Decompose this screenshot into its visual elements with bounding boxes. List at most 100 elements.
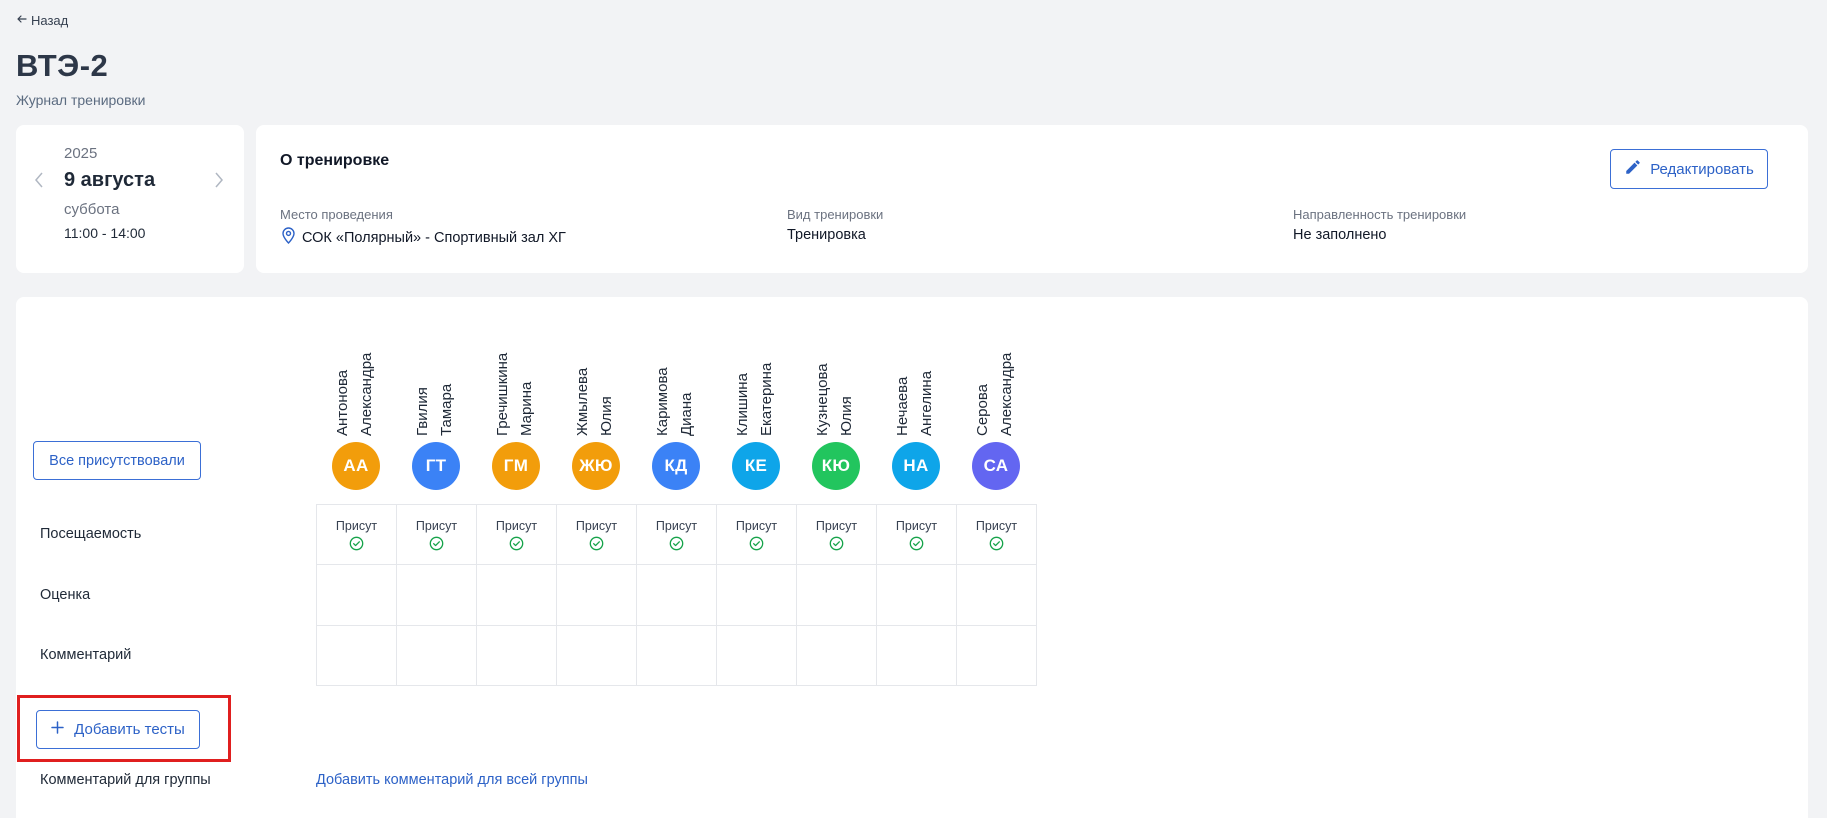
check-circle-icon [349,536,364,550]
avatar[interactable]: КЕ [732,442,780,490]
comment-cell[interactable] [957,626,1037,686]
chevron-left-icon [35,172,43,188]
venue-value: СОК «Полярный» - Спортивный зал ХГ [281,227,566,248]
attendance-cell[interactable]: Присут [317,505,397,565]
avatar[interactable]: ГТ [412,442,460,490]
athlete-name: Клишина Екатерина [716,336,796,436]
page-title: ВТЭ-2 [16,48,109,83]
grade-cell[interactable] [397,565,477,626]
date-card [16,125,244,273]
attendance-cell[interactable]: Присут [477,505,557,565]
edit-button[interactable]: Редактировать [1610,149,1768,189]
all-present-button[interactable]: Все присутствовали [33,441,201,480]
location-pin-icon [281,227,296,248]
athlete-last-name: Нечаева [894,376,911,436]
date-year: 2025 [64,145,98,162]
grade-cell[interactable] [317,565,397,626]
comment-cell[interactable] [557,626,637,686]
training-focus-label: Направленность тренировки [1293,207,1467,222]
athlete-name: Кузнецова Юлия [796,336,876,436]
check-circle-icon [829,536,844,550]
venue-label: Место проведения [280,207,393,222]
avatar[interactable]: СА [972,442,1020,490]
check-circle-icon [429,536,444,550]
training-focus-value: Не заполнено [1293,227,1387,243]
check-circle-icon [989,536,1004,550]
prev-date-button[interactable] [34,172,44,192]
attendance-cell[interactable]: Присут [877,505,957,565]
athlete-name: Жмылева Юлия [556,336,636,436]
attendance-status: Присут [335,518,378,533]
athlete-first-name: Тамара [438,383,455,436]
avatar[interactable]: НА [892,442,940,490]
attendance-status: Присут [575,518,618,533]
avatar[interactable]: ГМ [492,442,540,490]
avatar[interactable]: АА [332,442,380,490]
grade-cell[interactable] [957,565,1037,626]
comment-cell[interactable] [397,626,477,686]
date-weekday: суббота [64,201,120,218]
back-link[interactable]: Назад [16,13,68,28]
grade-cell[interactable] [797,565,877,626]
attendance-status: Присут [815,518,858,533]
training-type-label: Вид тренировки [787,207,884,222]
check-circle-icon [669,536,684,550]
attendance-cell[interactable]: Присут [797,505,877,565]
grade-cell[interactable] [557,565,637,626]
attendance-cell[interactable]: Присут [637,505,717,565]
training-info-title: О тренировке [280,152,390,169]
arrow-left-icon [16,13,28,28]
add-group-comment-link[interactable]: Добавить комментарий для всей группы [316,772,588,788]
athlete-name: Нечаева Ангелина [876,336,956,436]
athlete-last-name: Антонова [334,369,351,436]
attendance-status: Присут [655,518,698,533]
athlete-name: Гвилия Тамара [396,336,476,436]
grade-cell[interactable] [877,565,957,626]
comment-cell[interactable] [877,626,957,686]
athlete-last-name: Жмылева [574,367,591,436]
next-date-button[interactable] [214,172,224,192]
check-circle-icon [509,536,524,550]
attendance-status: Присут [415,518,458,533]
grade-cell[interactable] [717,565,797,626]
attendance-cell[interactable]: Присут [957,505,1037,565]
attendance-cell[interactable]: Присут [397,505,477,565]
grade-cell[interactable] [477,565,557,626]
attendance-cell[interactable]: Присут [557,505,637,565]
venue-text: СОК «Полярный» - Спортивный зал ХГ [302,229,566,246]
athlete-last-name: Клишина [734,373,751,436]
training-type-value: Тренировка [787,227,866,243]
athlete-first-name: Юлия [598,396,615,436]
attendance-cell[interactable]: Присут [717,505,797,565]
pencil-icon [1624,158,1642,180]
attendance-status: Присут [735,518,778,533]
athlete-last-name: Кузнецова [814,363,831,436]
page-subtitle: Журнал тренировки [16,92,146,108]
comment-cell[interactable] [317,626,397,686]
comment-cell[interactable] [477,626,557,686]
athlete-name: Антонова Александра [316,336,396,436]
athlete-last-name: Гвилия [414,387,431,436]
comment-cell[interactable] [797,626,877,686]
comment-cell[interactable] [717,626,797,686]
grade-cell[interactable] [637,565,717,626]
date-day: 9 августа [64,169,156,191]
avatar[interactable]: КЮ [812,442,860,490]
athlete-name: Гречишкина Марина [476,336,556,436]
athlete-first-name: Юлия [838,396,855,436]
check-circle-icon [749,536,764,550]
athlete-name: Серова Александра [956,336,1036,436]
comment-cell[interactable] [637,626,717,686]
athlete-last-name: Серова [974,383,991,436]
avatar[interactable]: ЖЮ [572,442,620,490]
add-tests-button[interactable]: Добавить тесты [36,710,200,749]
check-circle-icon [589,536,604,550]
highlight-box [17,695,231,762]
avatar[interactable]: КД [652,442,700,490]
athlete-name: Каримова Диана [636,336,716,436]
journal-grid: Присут Присут Присут Присут Присут Присут Прис… [316,504,1037,686]
attendance-row-label: Посещаемость [40,526,142,542]
athlete-first-name: Александра [998,352,1015,436]
athlete-first-name: Екатерина [758,362,775,436]
edit-button-label: Редактировать [1650,160,1754,178]
